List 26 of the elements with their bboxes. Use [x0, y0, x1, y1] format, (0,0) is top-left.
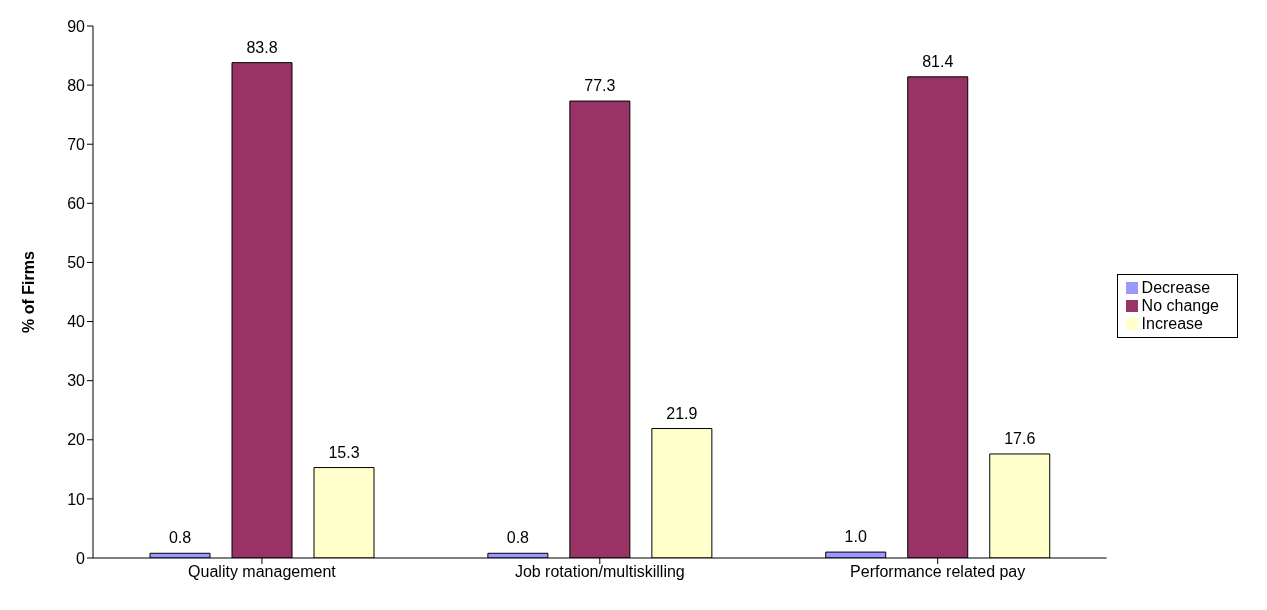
data-label: 0.8 [506, 529, 530, 547]
legend-label: Decrease [1141, 278, 1211, 296]
y-tick-label: 80 [67, 76, 86, 94]
y-tick-label: 10 [67, 490, 86, 508]
data-label: 1.0 [844, 528, 867, 546]
data-label: 77.3 [584, 77, 616, 95]
y-tick-label: 30 [67, 372, 86, 390]
data-label: 0.8 [168, 529, 192, 547]
y-tick-label: 40 [67, 313, 86, 331]
data-label: 21.9 [666, 404, 698, 422]
y-axis-title: % of Firms [19, 251, 37, 333]
y-tick-label: 60 [67, 195, 86, 213]
data-label: 81.4 [922, 52, 954, 70]
y-tick-label: 50 [67, 254, 86, 272]
data-label: 83.8 [246, 38, 278, 56]
legend-label: Increase [1141, 314, 1203, 332]
y-tick-label: 0 [76, 549, 86, 567]
data-label: 17.6 [1004, 429, 1036, 447]
data-label: 15.3 [328, 443, 360, 461]
y-tick-label: 90 [67, 17, 86, 35]
x-tick-label: Quality management [188, 563, 337, 581]
y-tick-label: 20 [67, 431, 86, 449]
x-tick-label: Job rotation/multiskilling [514, 563, 685, 581]
legend-label: No change [1141, 296, 1219, 314]
x-tick-label: Performance related pay [850, 563, 1026, 581]
y-tick-label: 70 [67, 135, 86, 153]
